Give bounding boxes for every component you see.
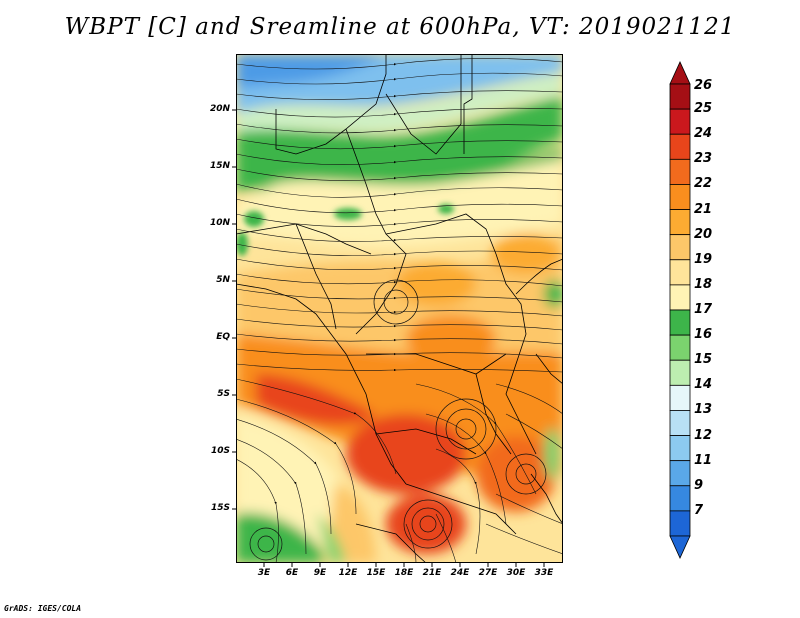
colorbar-label: 17 [694, 302, 713, 317]
colorbar-label: 18 [694, 276, 713, 292]
lon-label: 21E [422, 568, 442, 578]
colorbar-label: 22 [694, 176, 713, 192]
lon-label: 27E [478, 568, 498, 578]
colorbar-label: 19 [694, 251, 713, 267]
colorbar-box [669, 460, 691, 487]
colorbar-box [669, 309, 691, 336]
colorbar-label: 25 [694, 101, 713, 117]
lon-label: 30E [506, 568, 526, 578]
map-border [236, 54, 563, 563]
colorbar-box [669, 334, 691, 361]
colorbar-label: 11 [694, 452, 713, 468]
colorbar-box [669, 133, 691, 160]
colorbar-label: 9 [694, 477, 704, 493]
streamlines [236, 58, 563, 563]
colorbar-label: 16 [694, 327, 713, 343]
colorbar-box [669, 108, 691, 135]
colorbar-boxes [669, 61, 691, 559]
lon-label: 9E [313, 568, 327, 578]
lat-label: 20N [209, 104, 230, 114]
colorbar-box [669, 359, 691, 386]
plot-title: WBPT [C] and Sreamline at 600hPa, VT: 20… [64, 14, 736, 40]
colorbar-box [669, 83, 691, 110]
colorbar-label: 12 [694, 427, 713, 443]
lon-label: 18E [394, 568, 414, 578]
colorbar-label: 7 [694, 502, 704, 518]
lon-label: 6E [285, 568, 299, 578]
colorbar-box [669, 435, 691, 462]
lon-label: 24E [450, 568, 470, 578]
colorbar-label: 26 [694, 78, 713, 93]
colorbar-label: 24 [694, 126, 713, 142]
colorbar-label: 23 [694, 151, 713, 167]
wbpt-streamline-map [236, 54, 563, 563]
colorbar-label: 15 [694, 352, 713, 368]
wbpt-speckles [236, 204, 454, 256]
lat-label: 10N [209, 218, 230, 228]
lat-label: 15S [210, 503, 230, 513]
colorbar-label: 20 [694, 226, 713, 242]
colorbar-box [669, 209, 691, 236]
colorbar-bottom-arrow [669, 535, 691, 559]
lon-label: 15E [366, 568, 386, 578]
lon-label: 33E [534, 568, 554, 578]
lat-label: 5S [217, 389, 230, 399]
colorbar-box [669, 284, 691, 311]
colorbar-top-arrow [669, 61, 691, 85]
lat-label: 5N [216, 275, 230, 285]
credit-text: GrADS: IGES/COLA [4, 604, 82, 613]
colorbar-box [669, 234, 691, 261]
colorbar-box [669, 485, 691, 512]
lat-label: 10S [210, 446, 230, 456]
lon-label: 3E [257, 568, 271, 578]
lat-label: EQ [216, 332, 230, 342]
colorbar-box [669, 510, 691, 537]
lon-label: 12E [338, 568, 358, 578]
colorbar-label: 13 [694, 402, 713, 418]
colorbar-box [669, 158, 691, 185]
map-panel [236, 54, 563, 563]
colorbar-label: 21 [694, 201, 713, 217]
lat-label: 15N [209, 161, 230, 171]
cyclone-centers [249, 279, 547, 561]
colorbar-box [669, 410, 691, 436]
colorbar-box [669, 384, 691, 411]
colorbar-box [669, 184, 691, 210]
colorbar-box [669, 259, 691, 286]
country-borders [236, 54, 563, 563]
colorbar-label: 14 [694, 377, 713, 393]
